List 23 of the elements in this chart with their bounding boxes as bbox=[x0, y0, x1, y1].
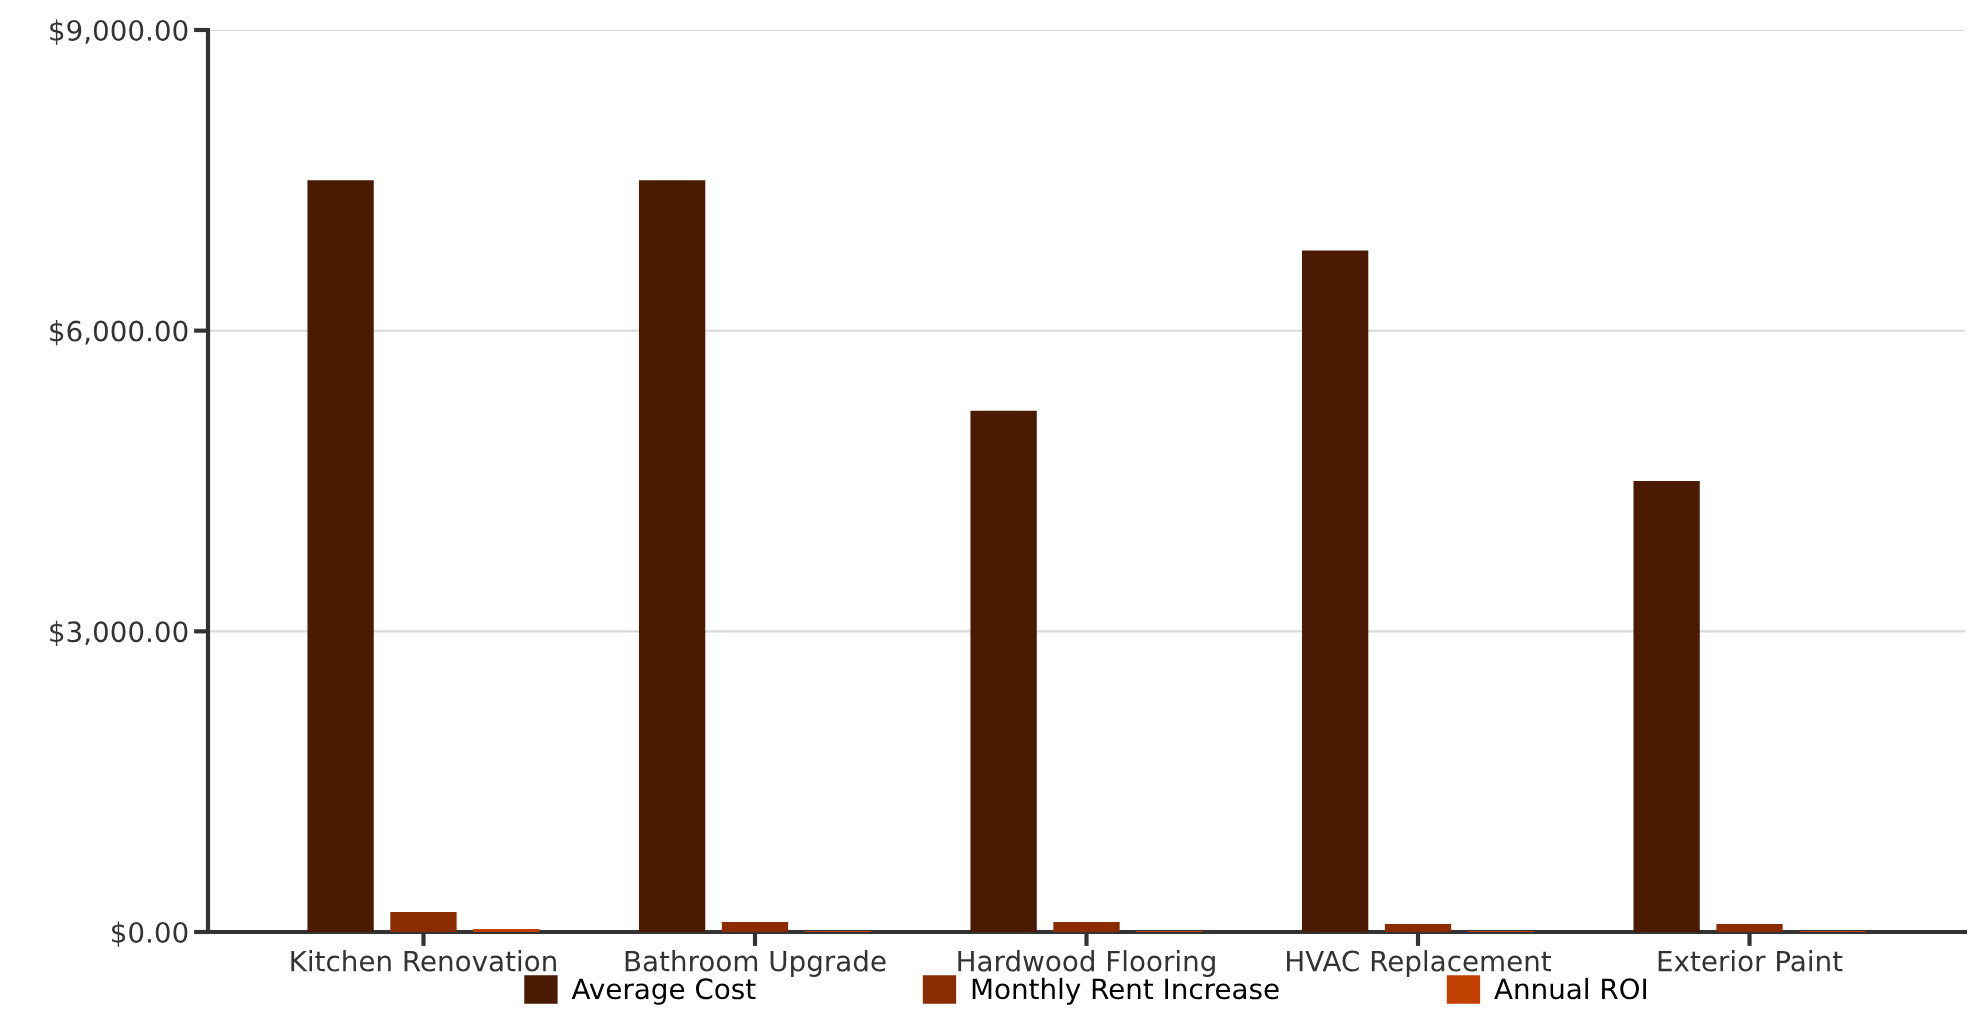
bar bbox=[970, 410, 1037, 932]
y-tick-label: $3,000.00 bbox=[50, 620, 188, 646]
bar bbox=[473, 928, 540, 932]
legend-label: Average Cost bbox=[571, 978, 756, 1005]
x-tick-label: Bathroom Upgrade bbox=[625, 950, 886, 977]
bar bbox=[638, 180, 706, 932]
x-tick-label: Hardwood Flooring bbox=[958, 950, 1215, 977]
bar bbox=[1716, 923, 1783, 932]
x-tick-label: Exterior Paint bbox=[1658, 950, 1843, 972]
y-tick-label: $9,000.00 bbox=[50, 19, 188, 45]
x-tick-label: HVAC Replacement bbox=[1287, 950, 1552, 977]
bar bbox=[307, 180, 374, 932]
y-tick-label: $0.00 bbox=[112, 921, 188, 947]
bar bbox=[1301, 250, 1369, 932]
y-tick-label: $6,000.00 bbox=[50, 320, 188, 346]
legend-label: Annual ROI bbox=[1494, 977, 1646, 1000]
bar bbox=[390, 911, 457, 932]
bar bbox=[721, 921, 789, 932]
bar bbox=[1633, 481, 1700, 932]
legend-label: Monthly Rent Increase bbox=[972, 977, 1279, 1005]
bar bbox=[1053, 921, 1120, 932]
bar bbox=[1384, 923, 1452, 932]
x-tick-label: Kitchen Renovation bbox=[291, 950, 556, 972]
